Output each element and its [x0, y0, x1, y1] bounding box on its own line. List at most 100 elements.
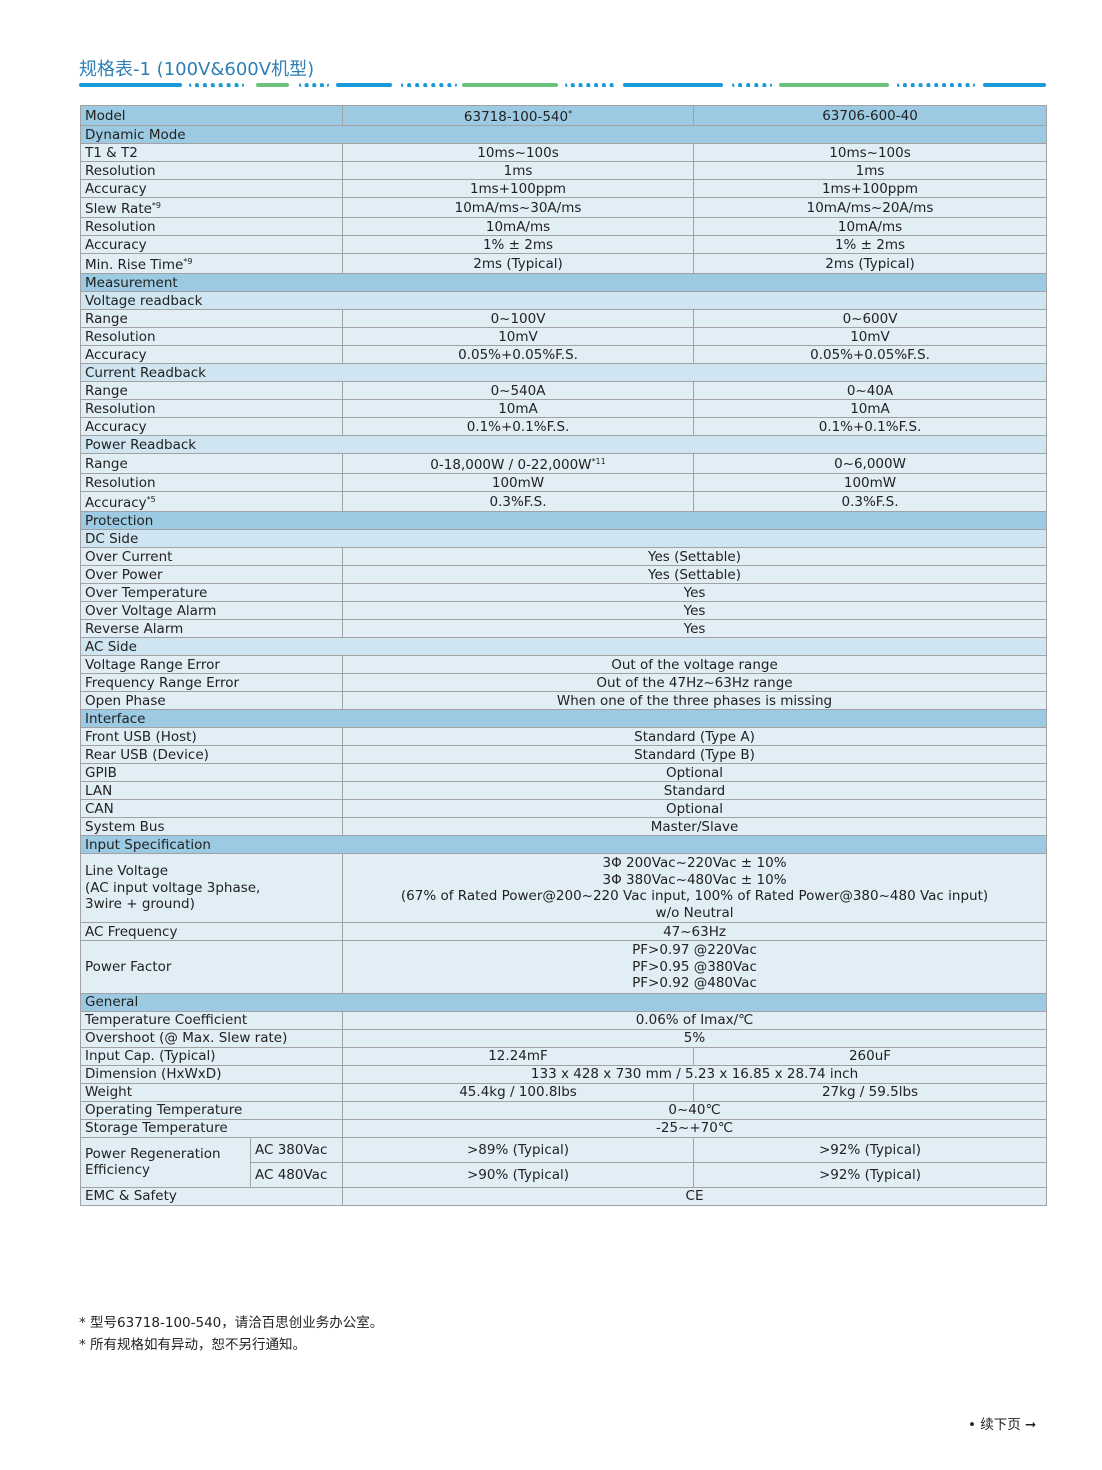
section-title: General [79, 992, 1048, 1012]
footnote-mark: * [568, 109, 573, 118]
table-row: Rear USB (Device) Standard (Type B) [79, 745, 1048, 764]
label-text: Range [85, 310, 128, 327]
label-text: GPIB [85, 764, 117, 781]
spec-value: 0.3%F.S. [693, 491, 1048, 512]
label-text: Voltage Range Error [85, 656, 220, 673]
spec-label: Open Phase [79, 691, 344, 710]
spec-value: 10mA/ms~20A/ms [693, 197, 1048, 218]
spec-value: Standard [342, 781, 1048, 800]
sub-title: Current Readback [79, 363, 1048, 382]
spec-label: Accuracy [79, 345, 344, 364]
spec-label: Range [79, 453, 344, 474]
table-row: T1 & T2 10ms~100s 10ms~100s [79, 143, 1048, 162]
spec-value: >92% (Typical) [693, 1161, 1048, 1188]
spec-value: 10mA [693, 399, 1048, 418]
value-text: 10mV [850, 328, 890, 345]
spec-label: Power Factor [79, 940, 344, 994]
label-text: Slew Rate [85, 201, 152, 217]
spec-value: 1ms+100ppm [342, 179, 695, 198]
spec-value: Yes (Settable) [342, 547, 1048, 566]
spec-value: Yes [342, 583, 1048, 602]
spec-value: 0~6,000W [693, 453, 1048, 474]
section-header-row: Interface [79, 709, 1048, 728]
value-text: 10mA/ms~20A/ms [806, 199, 934, 216]
spec-value: 0~600V [693, 309, 1048, 328]
table-row: Range 0~540A 0~40A [79, 381, 1048, 400]
value-text: 10ms~100s [829, 144, 911, 161]
value-text: 1ms [855, 162, 885, 179]
spec-sublabel: AC 380Vac [249, 1136, 344, 1163]
spec-label: AC Frequency [79, 922, 344, 941]
table-row: Dimension (HxWxD) 133 x 428 x 730 mm / 5.… [79, 1064, 1048, 1084]
value-text: 0~600V [842, 310, 898, 327]
footnote-mark: *9 [151, 201, 162, 210]
label-text: Over Power [85, 566, 163, 583]
label-line: Line Voltage [85, 863, 169, 880]
value-text: 0.3%F.S. [489, 493, 547, 510]
spec-value: 10ms~100s [342, 143, 695, 162]
model-text: 63706-600-40 [822, 107, 918, 124]
table-row: Slew Rate*9 10mA/ms~30A/ms 10mA/ms~20A/ms [79, 197, 1048, 218]
label-text: Over Current [85, 548, 173, 565]
spec-value: 45.4kg / 100.8lbs [342, 1082, 695, 1102]
spec-value: 10mA/ms [342, 217, 695, 236]
label-text: CAN [85, 800, 114, 817]
label-text: Accuracy [85, 346, 147, 363]
spec-value: >90% (Typical) [342, 1161, 695, 1188]
spec-value: 10mA [342, 399, 695, 418]
sub-header-row: DC Side [79, 529, 1048, 548]
spec-table: Model 63718-100-540* 63706-600-40 Dynamic M… [79, 105, 1048, 1206]
section-title: Input Specification [79, 835, 1048, 854]
sub-header-row: Voltage readback [79, 291, 1048, 310]
spec-label: Over Power [79, 565, 344, 584]
spec-value: 0.05%+0.05%F.S. [693, 345, 1048, 364]
section-title: Interface [79, 709, 1048, 728]
section-header-row: General [79, 992, 1048, 1012]
label-line: (AC input voltage 3phase, [85, 879, 261, 896]
spec-label: Resolution [79, 217, 344, 236]
label-line: Power Factor [85, 958, 172, 975]
spec-label: Storage Temperature [79, 1118, 344, 1138]
section-title: Measurement [79, 273, 1048, 292]
spec-value: 1ms [342, 161, 695, 180]
spec-label: Overshoot (@ Max. Slew rate) [79, 1028, 344, 1048]
value-line: (67% of Rated Power@200~220 Vac input, 1… [400, 888, 989, 904]
table-row: Temperature Coefficient 0.06% of Imax/℃ [79, 1010, 1048, 1030]
table-row: Power Factor PF>0.97 @220Vac PF>0.95 @380V… [79, 940, 1048, 994]
table-row: Over Voltage Alarm Yes [79, 601, 1048, 620]
section-header-row: Input Specification [79, 835, 1048, 854]
spec-value: 27kg / 59.5lbs [693, 1082, 1048, 1102]
table-row: Power Regeneration Efficiency AC 380Vac >89… [80, 1136, 1048, 1188]
spec-label: Range [79, 309, 344, 328]
spec-sublabel: AC 480Vac [249, 1161, 344, 1188]
label-text: Open Phase [85, 692, 166, 709]
value-text: 1% ± 2ms [482, 236, 554, 253]
spec-label: Input Cap. (Typical) [79, 1046, 344, 1066]
table-header-row: Model 63718-100-540* 63706-600-40 [79, 105, 1048, 126]
table-row: System Bus Master/Slave [79, 817, 1048, 836]
table-row: Storage Temperature -25~+70℃ [79, 1118, 1048, 1138]
table-row: Front USB (Host) Standard (Type A) [79, 727, 1048, 746]
spec-value: 0.1%+0.1%F.S. [342, 417, 695, 436]
spec-label: Operating Temperature [79, 1100, 344, 1120]
value-line: 3Φ 380Vac~480Vac ± 10% [602, 871, 787, 888]
label-text: Accuracy [85, 236, 147, 253]
spec-value: 47~63Hz [342, 922, 1048, 941]
spec-value: 10mA/ms [693, 217, 1048, 236]
value-text: 2ms (Typical) [825, 255, 915, 272]
value-text: 0.3%F.S. [841, 493, 899, 510]
table-row: Operating Temperature 0~40℃ [79, 1100, 1048, 1120]
spec-value: 1ms [693, 161, 1048, 180]
table-row: Range 0~100V 0~600V [79, 309, 1048, 328]
value-text: 27kg / 59.5lbs [821, 1084, 919, 1100]
value-text: 0.05%+0.05%F.S. [810, 346, 930, 363]
spec-value: 133 x 428 x 730 mm / 5.23 x 16.85 x 28.7… [342, 1064, 1048, 1084]
table-row: CAN Optional [79, 799, 1048, 818]
spec-value: 0~540A [342, 381, 695, 400]
table-row: Min. Rise Time*9 2ms (Typical) 2ms (Typica… [79, 253, 1048, 274]
spec-value: 2ms (Typical) [693, 253, 1048, 274]
label-line: Efficiency [85, 1162, 151, 1178]
spec-label: T1 & T2 [79, 143, 344, 162]
spec-value: 10mV [342, 327, 695, 346]
value-text: 2ms (Typical) [473, 255, 563, 272]
